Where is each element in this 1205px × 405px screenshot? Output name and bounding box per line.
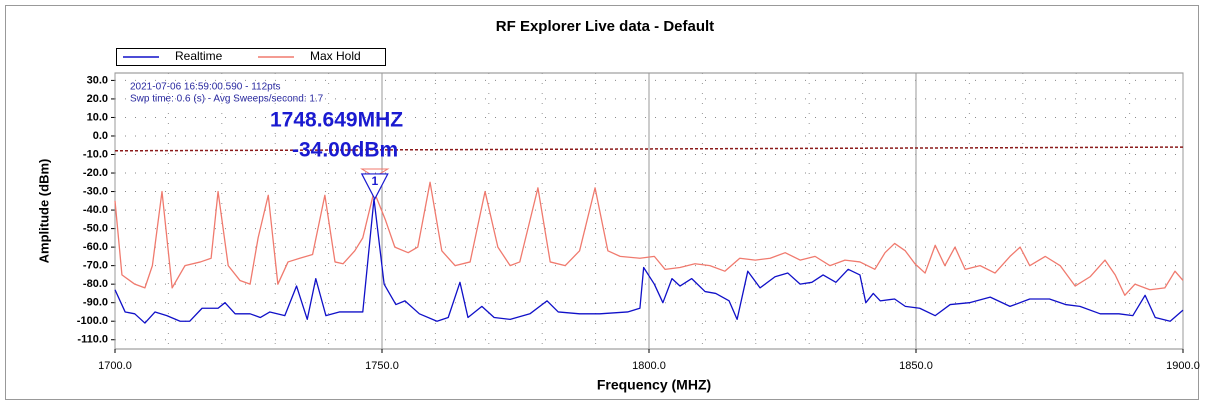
x-tick-label: 1800.0 — [632, 360, 666, 372]
y-tick-label: -110.0 — [77, 334, 108, 346]
x-axis-label: Frequency (MHZ) — [597, 377, 711, 393]
legend: Realtime Max Hold — [116, 48, 386, 66]
y-tick-label: -90.0 — [83, 297, 108, 309]
y-tick-label: -10.0 — [83, 148, 108, 160]
y-tick-label: 30.0 — [87, 74, 108, 86]
y-tick-label: 20.0 — [87, 93, 108, 105]
y-tick-label: 0.0 — [93, 130, 108, 142]
annotation: Swp time: 0.6 (s) - Avg Sweeps/second: 1… — [130, 94, 324, 105]
legend-label: Max Hold — [310, 49, 361, 63]
y-tick-label: -70.0 — [83, 260, 108, 272]
annotation: 1748.649MHZ — [270, 109, 403, 132]
y-tick-label: 10.0 — [87, 111, 108, 123]
annotation: -34.00dBm — [292, 139, 398, 162]
x-tick-label: 1750.0 — [365, 360, 399, 372]
y-tick-label: -100.0 — [77, 315, 108, 327]
legend-box — [116, 48, 386, 66]
marker — [360, 173, 389, 201]
series-line — [114, 198, 1184, 324]
y-tick-label: -40.0 — [83, 204, 108, 216]
x-tick-label: 1900.0 — [1166, 360, 1200, 372]
y-tick-label: -60.0 — [83, 241, 108, 253]
series-line — [114, 181, 1184, 296]
x-tick-label: 1700.0 — [98, 360, 132, 372]
legend-label: Realtime — [175, 49, 223, 63]
marker-shadow — [360, 168, 390, 178]
y-axis-label: Amplitude (dBm) — [36, 159, 51, 264]
y-tick-label: -50.0 — [83, 223, 108, 235]
annotation: 2021-07-06 16:59:00.590 - 112pts — [130, 82, 281, 93]
chart-title: RF Explorer Live data - Default — [496, 18, 714, 35]
y-tick-label: -30.0 — [83, 185, 108, 197]
marker-label: 1 — [371, 174, 378, 188]
y-tick-label: -20.0 — [83, 167, 108, 179]
reference-line — [114, 146, 1184, 152]
x-tick-label: 1850.0 — [899, 360, 933, 372]
y-tick-label: -80.0 — [83, 278, 108, 290]
